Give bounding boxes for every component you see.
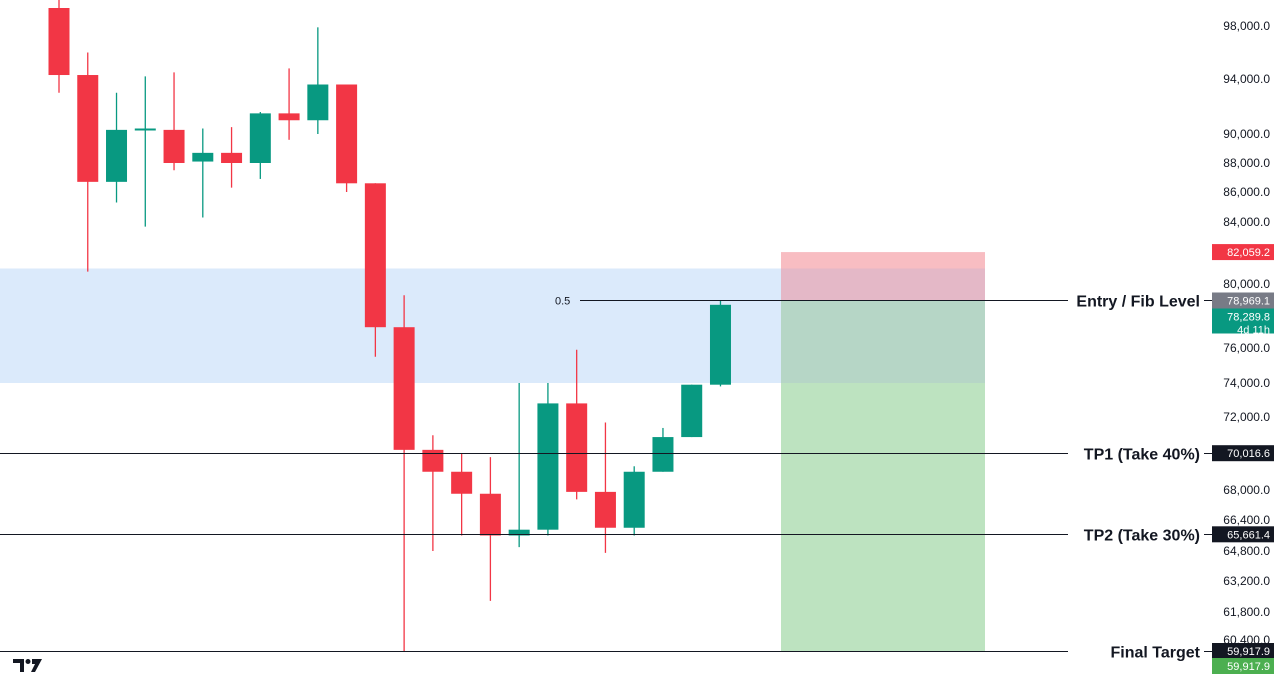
candle [537,383,559,536]
candle [77,52,99,272]
candle-body [48,8,70,76]
candle-body [623,471,645,528]
fib-level-label: 0.5 [555,295,570,307]
candle [681,384,703,438]
level-annotation: Entry / Fib Level [1076,294,1200,311]
y-tick-label: 94,000.0 [1223,72,1270,86]
position-target-box [781,300,985,651]
tp2-price-tag: 65,661.4 [1212,526,1274,543]
candle-body [192,152,214,162]
candle-body [537,403,559,530]
candle-body [566,403,588,492]
candle [508,383,530,548]
candle [594,422,616,553]
candle [336,84,358,192]
candle-body [508,529,530,536]
tp2-price-tag-bg [1212,526,1274,543]
final-target-price-tag: 59,917.9 [1212,643,1274,659]
y-tick-label: 66,400.0 [1223,513,1270,527]
candle-body [221,152,243,163]
candle-body [451,471,473,494]
tp1-price-tag: 70,016.6 [1212,445,1274,462]
y-tick-label: 61,800.0 [1223,605,1270,619]
tp1-price-tag-text: 70,016.6 [1227,448,1270,460]
candle-body [681,384,703,438]
tradingview-logo-icon[interactable] [13,659,42,672]
candle-body [249,113,271,163]
tp1-price-tag-bg [1212,445,1274,462]
level-annotation: Final Target [1111,645,1201,662]
current-price-tag-text: 78,289.8 [1227,311,1270,323]
candle-body [278,113,300,121]
candle [709,300,731,387]
candle [221,127,243,188]
candle-body [594,491,616,528]
level-annotation: TP2 (Take 30%) [1084,528,1200,545]
entry-price-tag-text: 78,969.1 [1227,295,1270,307]
candle-body [307,84,329,121]
fib-zone-band [0,268,781,383]
current-price-tag-bg [1212,308,1274,334]
entry-price-tag: 78,969.1 [1212,292,1274,309]
candle [422,435,444,551]
candle [163,72,185,171]
candle [192,128,214,218]
candle [278,68,300,140]
candle [393,295,415,651]
stop-price-tag-text: 82,059.2 [1227,247,1270,259]
y-tick-label: 98,000.0 [1223,19,1270,33]
candle [623,466,645,536]
y-tick-label: 80,000.0 [1223,277,1270,291]
level-annotation: TP1 (Take 40%) [1084,447,1200,464]
stop-price-tag-bg [1212,244,1274,261]
candle [307,27,329,134]
candle-body [77,75,99,182]
candle-body [393,327,415,450]
candle [106,92,128,203]
y-tick-label: 74,000.0 [1223,376,1270,390]
target-box-price-tag-text: 59,917.9 [1227,661,1270,673]
target-box-price-tag: 59,917.9 [1212,658,1274,674]
stop-price-tag: 82,059.2 [1212,244,1274,261]
final-target-price-tag-bg [1212,643,1274,659]
y-tick-label: 76,000.0 [1223,341,1270,355]
candle-body [709,304,731,385]
candle [134,76,156,227]
y-tick-label: 88,000.0 [1223,156,1270,170]
candle-body [134,128,156,131]
candle-body [364,183,386,328]
y-tick-label: 63,200.0 [1223,574,1270,588]
tp2-price-tag-text: 65,661.4 [1227,529,1270,541]
position-zone-overlap [781,268,985,383]
candle-body [106,129,128,182]
y-tick-label: 72,000.0 [1223,410,1270,424]
candle-body [652,437,674,472]
candle [249,112,271,179]
y-tick-label: 90,000.0 [1223,127,1270,141]
y-tick-label: 86,000.0 [1223,185,1270,199]
y-tick-label: 64,800.0 [1223,544,1270,558]
candle [652,427,674,472]
current-price-tag-text: 4d 11h [1237,324,1270,336]
final-target-price-tag-text: 59,917.9 [1227,646,1270,658]
candle-body [479,493,501,536]
target-box-price-tag-bg [1212,658,1274,674]
candle-body [163,129,185,163]
y-tick-label: 68,000.0 [1223,483,1270,497]
entry-price-tag-bg [1212,292,1274,309]
current-price-tag: 78,289.84d 11h [1212,308,1274,336]
candle-body [336,84,358,184]
candle [451,453,473,536]
position-stop-box [781,252,985,301]
candle [566,349,588,500]
candle [364,183,386,357]
y-tick-label: 84,000.0 [1223,215,1270,229]
candle [48,0,70,93]
candle [479,457,501,601]
candle-body [422,449,444,472]
